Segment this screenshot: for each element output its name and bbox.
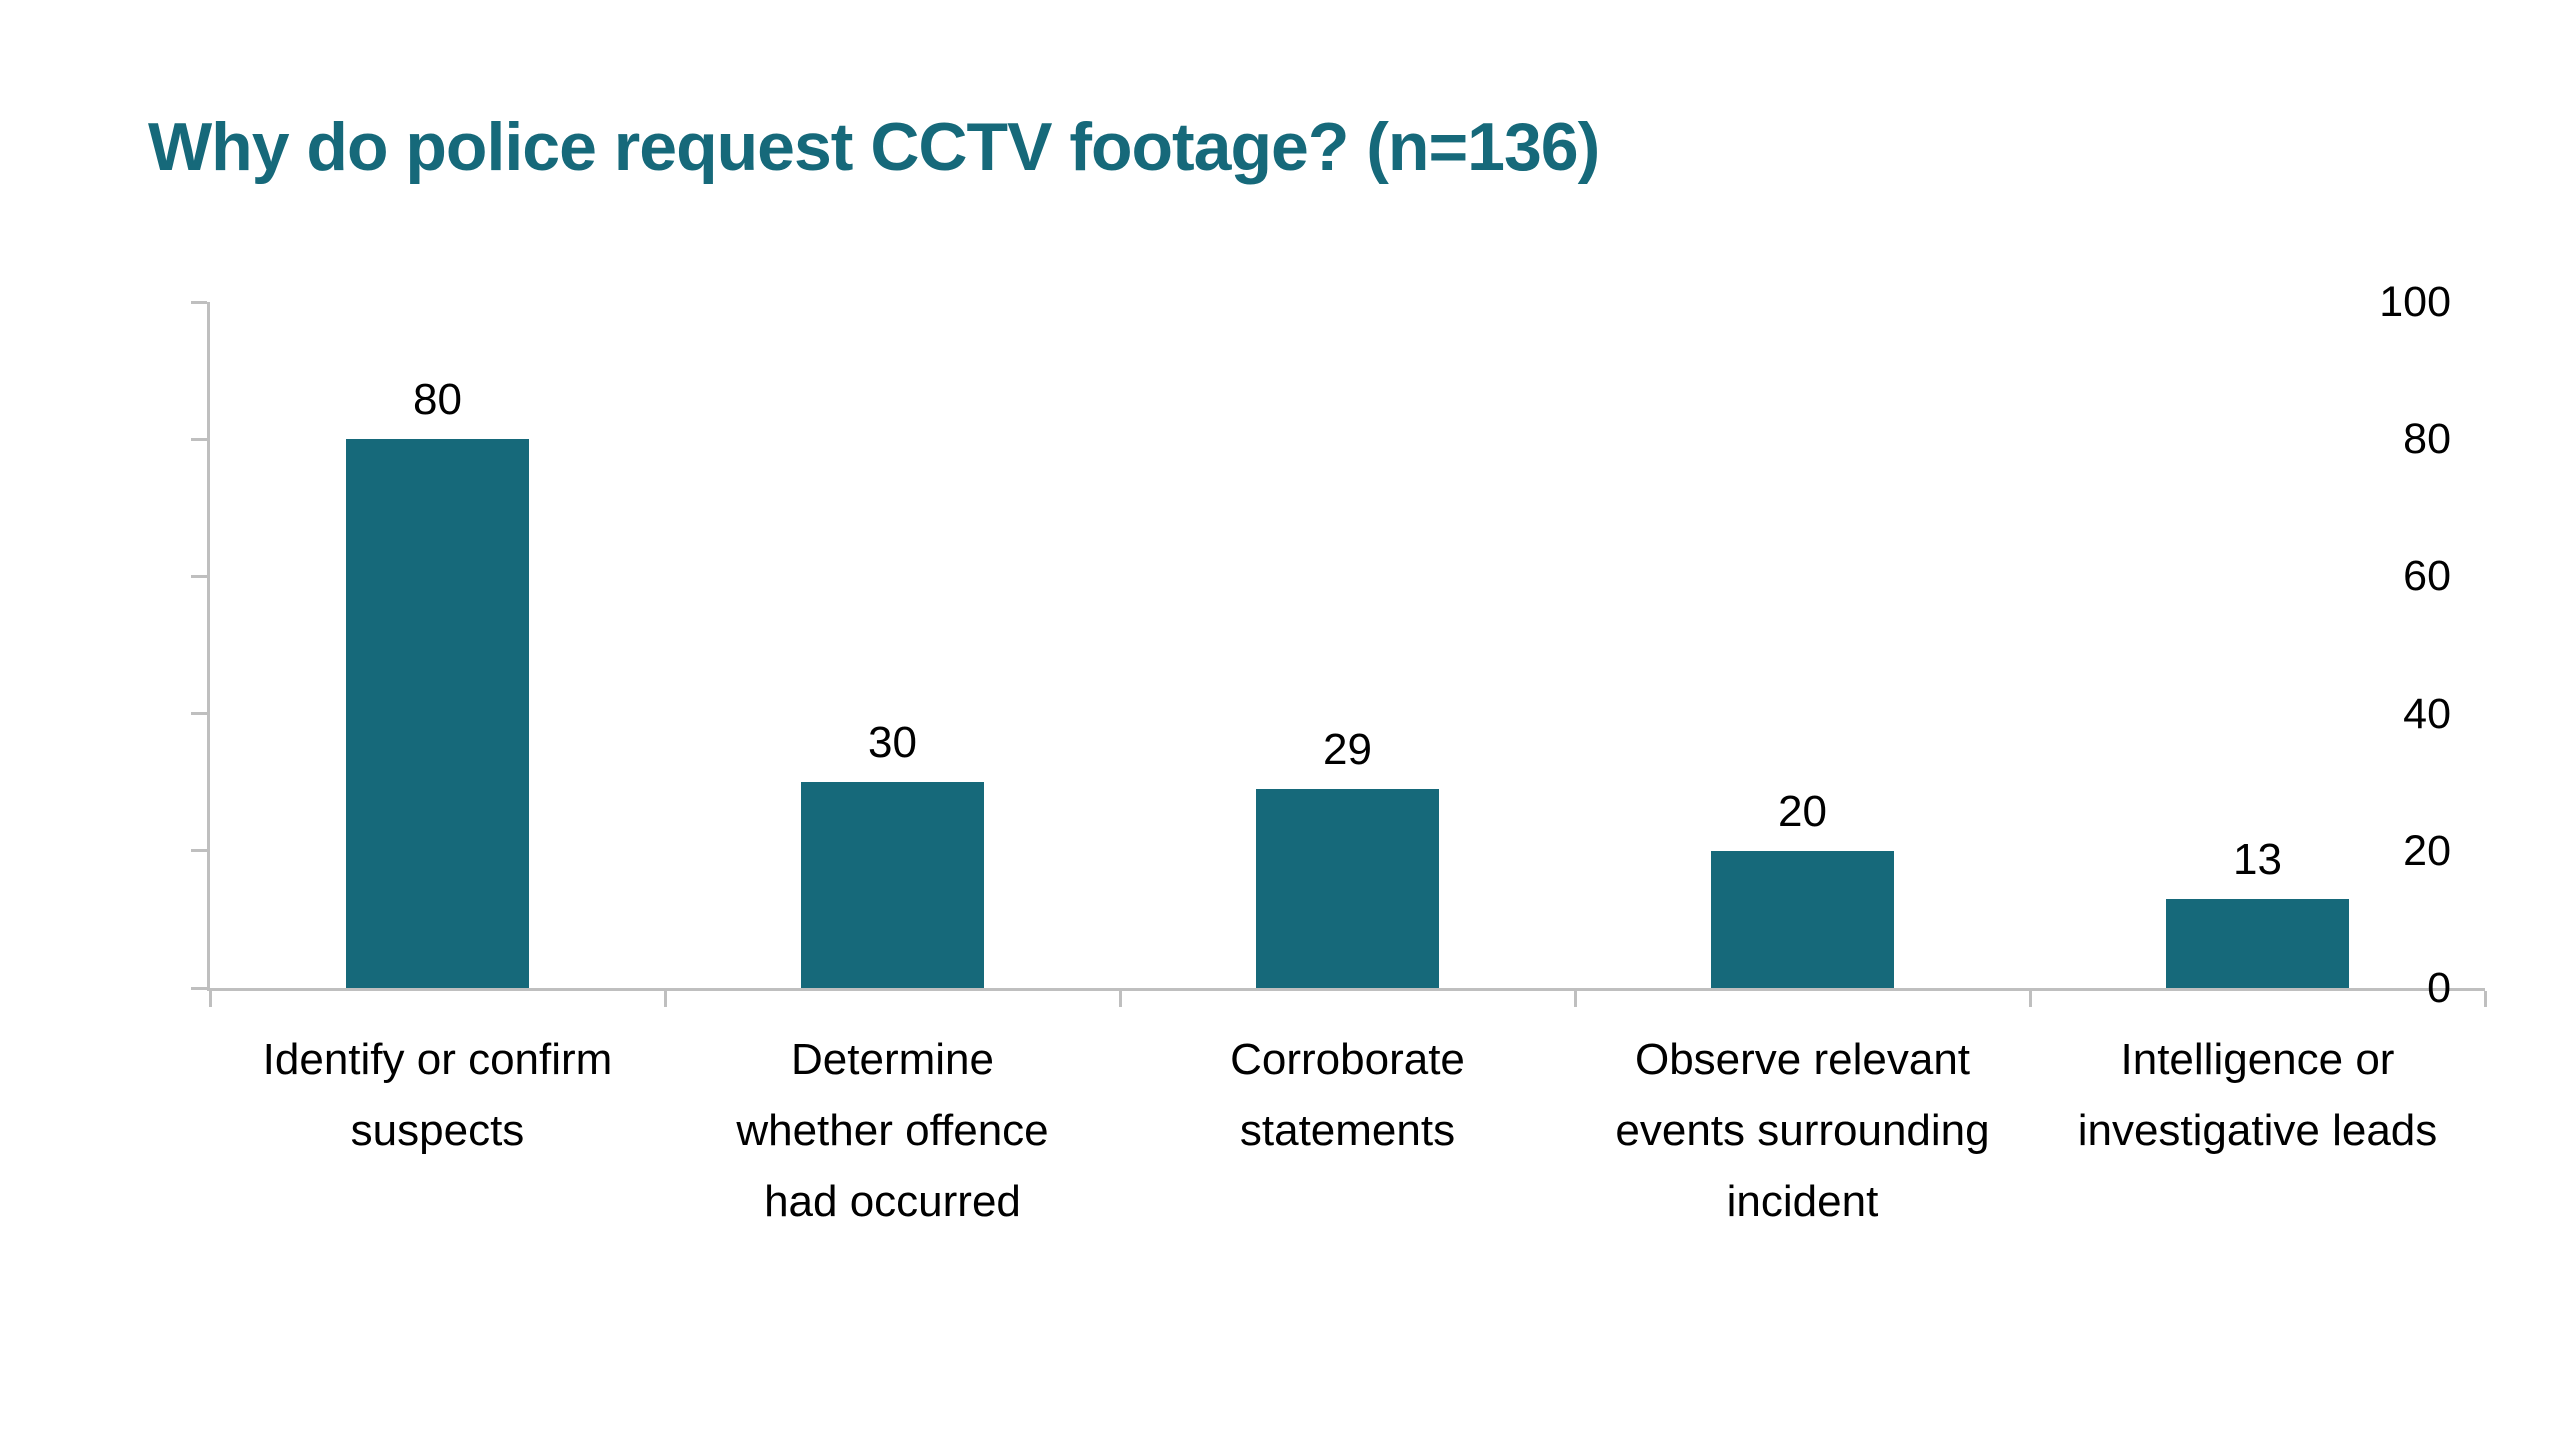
x-tick-mark bbox=[1573, 991, 1577, 1007]
x-category-label: Corroborate statements bbox=[1230, 1035, 1465, 1155]
y-tick-label: 20 bbox=[2403, 826, 2451, 875]
bar-group: 29 bbox=[1120, 302, 1575, 988]
bar bbox=[1256, 789, 1439, 988]
bar-group: 80 bbox=[210, 302, 665, 988]
bar-group: 20 bbox=[1575, 302, 2030, 988]
y-tick-label: 40 bbox=[2403, 689, 2451, 738]
y-tick-mark bbox=[191, 986, 207, 990]
bar bbox=[1711, 850, 1894, 988]
x-tick-mark bbox=[208, 991, 212, 1007]
bar-value-label: 29 bbox=[1323, 725, 1372, 775]
y-tick-mark bbox=[191, 437, 207, 441]
x-tick-mark bbox=[663, 991, 667, 1007]
bar-group: 13 bbox=[2030, 302, 2485, 988]
x-category-label: Intelligence or investigative leads bbox=[2077, 1035, 2438, 1155]
bar-value-label: 20 bbox=[1778, 786, 1827, 836]
x-tick-mark bbox=[2483, 991, 2487, 1007]
y-tick-label: 80 bbox=[2403, 415, 2451, 464]
bar-value-label: 80 bbox=[413, 375, 462, 425]
bars-container: 80 30 29 20 13 bbox=[210, 302, 2485, 988]
y-tick-mark bbox=[191, 849, 207, 853]
x-category-label: Determine whether offence had occurred bbox=[736, 1035, 1049, 1226]
y-tick-mark bbox=[191, 574, 207, 578]
bar bbox=[2166, 898, 2349, 988]
bar-value-label: 30 bbox=[868, 718, 917, 768]
y-tick-label: 100 bbox=[2379, 278, 2451, 326]
x-tick-mark bbox=[2028, 991, 2032, 1007]
bar bbox=[346, 439, 529, 988]
y-tick-label: 0 bbox=[2427, 964, 2451, 1012]
chart-title: Why do police request CCTV footage? (n=1… bbox=[148, 109, 1600, 185]
y-tick-mark bbox=[191, 300, 207, 304]
x-tick-mark bbox=[1118, 991, 1122, 1007]
bar bbox=[801, 782, 984, 988]
x-axis-labels: Identify or confirm suspects Determine wh… bbox=[210, 988, 2485, 1237]
bar-value-label: 13 bbox=[2233, 834, 2282, 884]
bar-group: 30 bbox=[665, 302, 1120, 988]
y-tick-mark bbox=[191, 712, 207, 716]
x-category-label: Identify or confirm suspects bbox=[262, 1035, 613, 1155]
x-category-label: Observe relevant events surrounding inci… bbox=[1615, 1035, 1990, 1226]
y-tick-label: 60 bbox=[2403, 552, 2451, 601]
bar-chart: 80 30 29 20 13 Identify or confirm suspects D… bbox=[191, 278, 2487, 1226]
